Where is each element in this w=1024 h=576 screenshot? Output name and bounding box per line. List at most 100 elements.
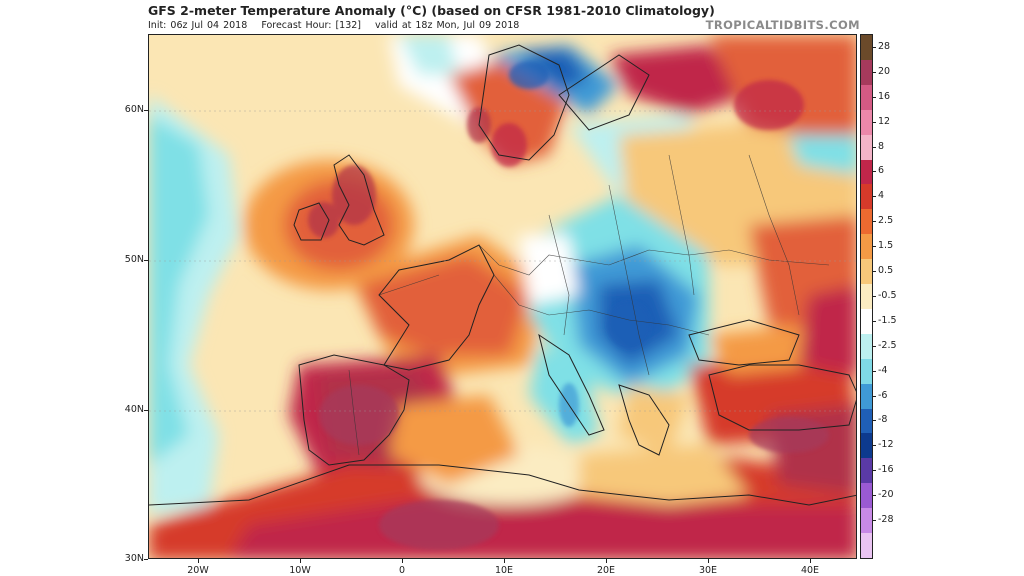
lon-tick (708, 559, 709, 563)
colorbar-swatch (861, 209, 872, 235)
colorbar-label: -8 (878, 414, 888, 426)
colorbar-label: -4 (878, 364, 888, 376)
lat-label-40n: 40N (124, 404, 144, 415)
colorbar-tick (873, 395, 876, 397)
lon-label-20e: 20E (596, 565, 616, 576)
colorbar-tick (873, 495, 876, 497)
colorbar-swatch (861, 433, 872, 459)
colorbar-tick (873, 221, 876, 223)
colorbar-swatch (861, 184, 872, 210)
colorbar-label: -12 (878, 439, 894, 451)
colorbar-swatch (861, 234, 872, 260)
lat-label-60n: 60N (124, 104, 144, 115)
colorbar-tick (873, 370, 876, 372)
colorbar-label: -2.5 (878, 339, 897, 351)
colorbar-label: 20 (878, 65, 891, 77)
north-africa-coast (149, 464, 856, 506)
colorbar-label: -6 (878, 389, 888, 401)
colorbar-tick (873, 295, 876, 297)
colorbar-tick (873, 96, 876, 98)
colorbar-label: -1.5 (878, 314, 897, 326)
map-canvas (149, 35, 856, 558)
colorbar-label: 2.5 (878, 215, 894, 227)
colorbar-swatch (861, 134, 872, 160)
anomaly-detail (308, 61, 829, 550)
colorbar-swatch (861, 284, 872, 310)
colorbar-tick (873, 121, 876, 123)
anomaly-field (149, 35, 856, 558)
colorbar-tick (873, 445, 876, 447)
colorbar-label: -16 (878, 464, 894, 476)
colorbar-swatch (861, 358, 872, 385)
lon-tick (606, 559, 607, 563)
lon-label-30e: 30E (698, 565, 718, 576)
colorbar-tick (873, 271, 876, 273)
colorbar-swatch (861, 508, 872, 534)
lon-label-10w: 10W (289, 565, 311, 576)
lon-label-40e: 40E (800, 565, 820, 576)
colorbar-swatch (861, 383, 872, 410)
colorbar-label: -28 (878, 514, 894, 526)
colorbar-tick (873, 71, 876, 73)
greece-outline (618, 384, 670, 456)
colorbar-swatch (861, 408, 872, 434)
scandinavia-outline (478, 44, 570, 161)
italy-outline (538, 333, 605, 436)
colorbar-label: 6 (878, 165, 885, 177)
colorbar-swatch (861, 308, 872, 335)
colorbar-tick (873, 320, 876, 322)
lon-tick (198, 559, 199, 563)
iberia-outline (298, 354, 410, 466)
colorbar-swatch (861, 533, 872, 559)
lon-tick (300, 559, 301, 563)
colorbar-label: -20 (878, 489, 894, 501)
graticule (149, 110, 856, 412)
temperature-anomaly-map[interactable] (148, 34, 857, 559)
lon-tick (402, 559, 403, 563)
colorbar-label: 1.5 (878, 240, 894, 252)
map-title: GFS 2-meter Temperature Anomaly (°C) (ba… (148, 3, 715, 18)
country-borders (348, 154, 830, 456)
lon-label-10e: 10E (494, 565, 514, 576)
colorbar-swatch (861, 59, 872, 86)
colorbar-tick (873, 246, 876, 248)
colorbar-swatch (861, 35, 872, 61)
colorbar-label: 0.5 (878, 265, 894, 277)
colorbar-tick (873, 46, 876, 48)
lon-label-20w: 20W (187, 565, 209, 576)
coastlines (149, 44, 856, 506)
valid-time: valid at 18z Mon, Jul 09 2018 (375, 20, 520, 31)
colorbar-tick (873, 196, 876, 198)
colorbar-swatch (861, 458, 872, 484)
colorbar-swatch (861, 483, 872, 509)
colorbar-label: 16 (878, 90, 891, 102)
anomaly-colorbar (860, 34, 873, 559)
colorbar-tick (873, 345, 876, 347)
lon-label-0: 0 (398, 565, 406, 576)
colorbar-label: 4 (878, 190, 885, 202)
anatolia-outline (708, 364, 856, 431)
lat-label-30n: 30N (124, 553, 144, 564)
colorbar-tick (873, 171, 876, 173)
finland-outline (558, 54, 650, 131)
colorbar-tick (873, 146, 876, 148)
colorbar-label: 28 (878, 40, 891, 52)
black-sea-outline (688, 319, 800, 366)
lon-tick (504, 559, 505, 563)
colorbar-swatch (861, 109, 872, 136)
colorbar-swatch (861, 159, 872, 185)
colorbar-swatch (861, 84, 872, 111)
lat-tick (144, 410, 148, 411)
colorbar-swatch (861, 259, 872, 285)
lon-tick (810, 559, 811, 563)
colorbar-label: 8 (878, 140, 885, 152)
colorbar-tick (873, 470, 876, 472)
lat-tick (144, 110, 148, 111)
colorbar-label: -0.5 (878, 289, 897, 301)
colorbar-label: 12 (878, 115, 891, 127)
france-outline (378, 244, 495, 371)
map-subtitle: Init: 06z Jul 04 2018 Forecast Hour: [13… (148, 20, 529, 31)
lat-label-50n: 50N (124, 254, 144, 265)
lat-tick (144, 260, 148, 261)
colorbar-tick (873, 420, 876, 422)
